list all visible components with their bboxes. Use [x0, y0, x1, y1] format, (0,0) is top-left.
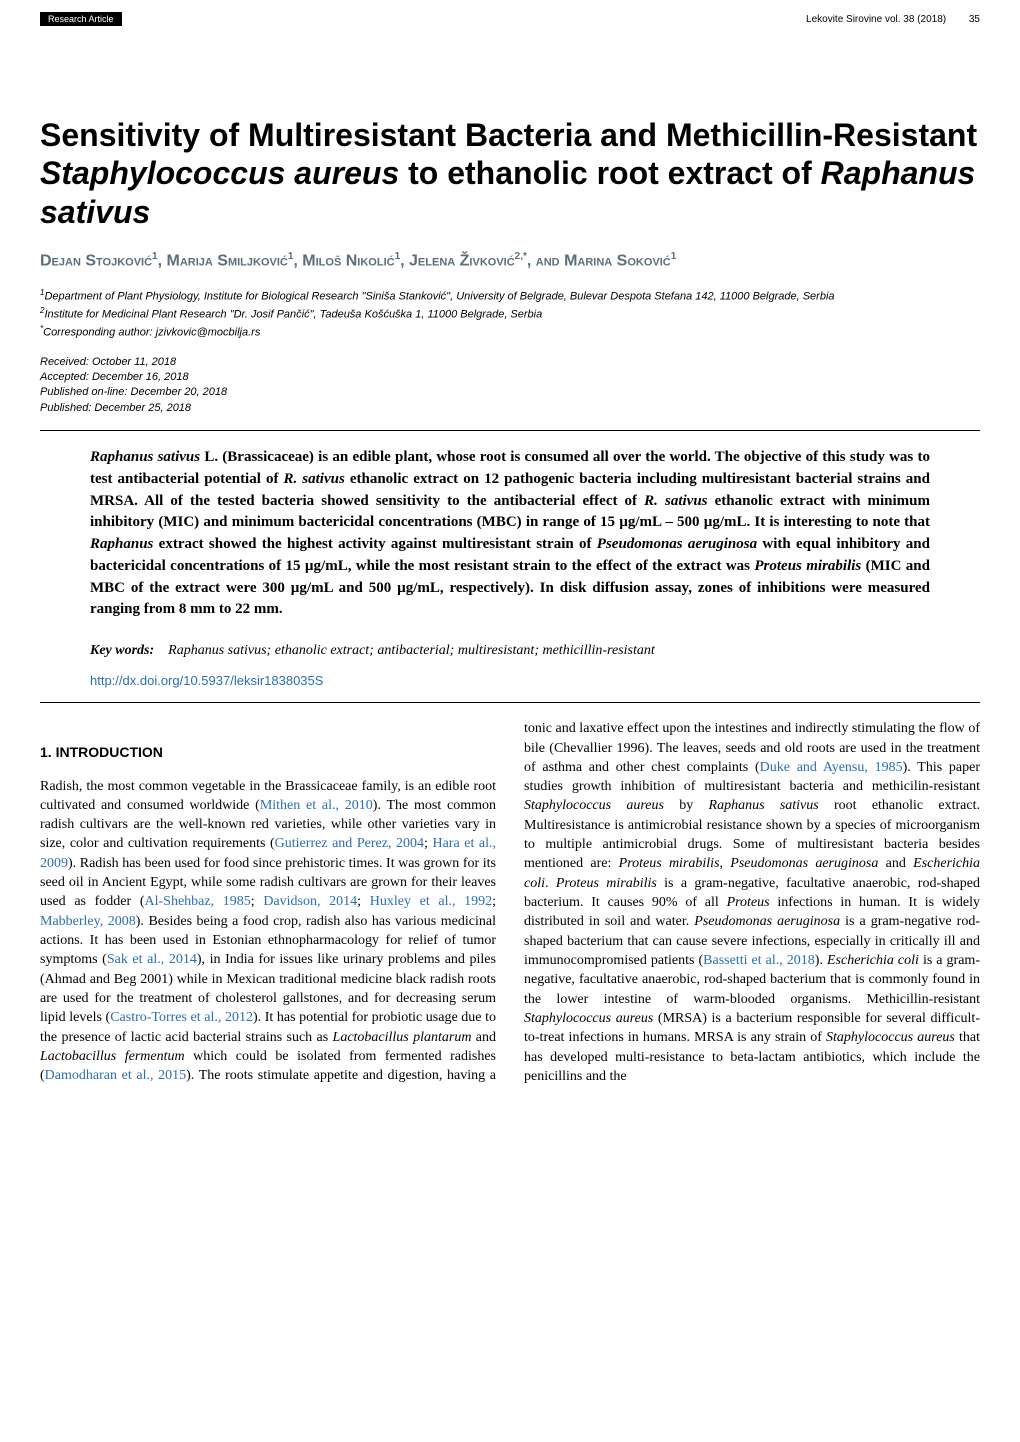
date-received: Received: October 11, 2018	[40, 355, 980, 370]
article-dates: Received: October 11, 2018 Accepted: Dec…	[40, 355, 980, 417]
date-online: Published on-line: December 20, 2018	[40, 385, 980, 400]
section-1-heading: 1. INTRODUCTION	[40, 743, 496, 762]
abstract: Raphanus sativus L. (Brassicaceae) is an…	[40, 447, 980, 621]
page-number: 35	[969, 14, 980, 25]
date-published: Published: December 25, 2018	[40, 401, 980, 416]
affiliations: 1Department of Plant Physiology, Institu…	[40, 287, 980, 341]
divider-bottom	[40, 702, 980, 703]
journal-title-issue: Lekovite Sirovine vol. 38 (2018)	[806, 14, 946, 25]
affil-text-1: Department of Plant Physiology, Institut…	[44, 290, 834, 302]
affiliation-1: 1Department of Plant Physiology, Institu…	[40, 287, 980, 305]
journal-info: Lekovite Sirovine vol. 38 (2018) 35	[806, 14, 980, 25]
title-part-1: Sensitivity of Multiresistant Bacteria a…	[40, 117, 977, 153]
section-1-body: Radish, the most common vegetable in the…	[40, 719, 980, 1086]
keywords-text: Raphanus sativus; ethanolic extract; ant…	[168, 643, 655, 658]
page-header: Research Article Lekovite Sirovine vol. …	[40, 12, 980, 26]
body-two-column: 1. INTRODUCTION Radish, the most common …	[40, 719, 980, 1086]
keywords: Key words: Raphanus sativus; ethanolic e…	[40, 643, 980, 659]
affil-text-corr: Corresponding author: jzivkovic@mocbilja…	[43, 326, 260, 338]
doi-link[interactable]: http://dx.doi.org/10.5937/leksir1838035S	[90, 673, 323, 688]
paper-title: Sensitivity of Multiresistant Bacteria a…	[40, 116, 980, 231]
author-list: Dejan Stojković1, Marija Smiljković1, Mi…	[40, 251, 980, 270]
article-type-tag: Research Article	[40, 12, 122, 26]
affiliation-corresponding: *Corresponding author: jzivkovic@mocbilj…	[40, 323, 980, 341]
date-accepted: Accepted: December 16, 2018	[40, 370, 980, 385]
divider-top	[40, 430, 980, 431]
keywords-label: Key words:	[90, 643, 154, 658]
title-part-2: to ethanolic root extract of	[399, 155, 820, 191]
title-species-1: Staphylococcus aureus	[40, 155, 399, 191]
affiliation-2: 2Institute for Medicinal Plant Research …	[40, 305, 980, 323]
doi: http://dx.doi.org/10.5937/leksir1838035S	[40, 673, 980, 688]
affil-text-2: Institute for Medicinal Plant Research "…	[44, 308, 542, 320]
